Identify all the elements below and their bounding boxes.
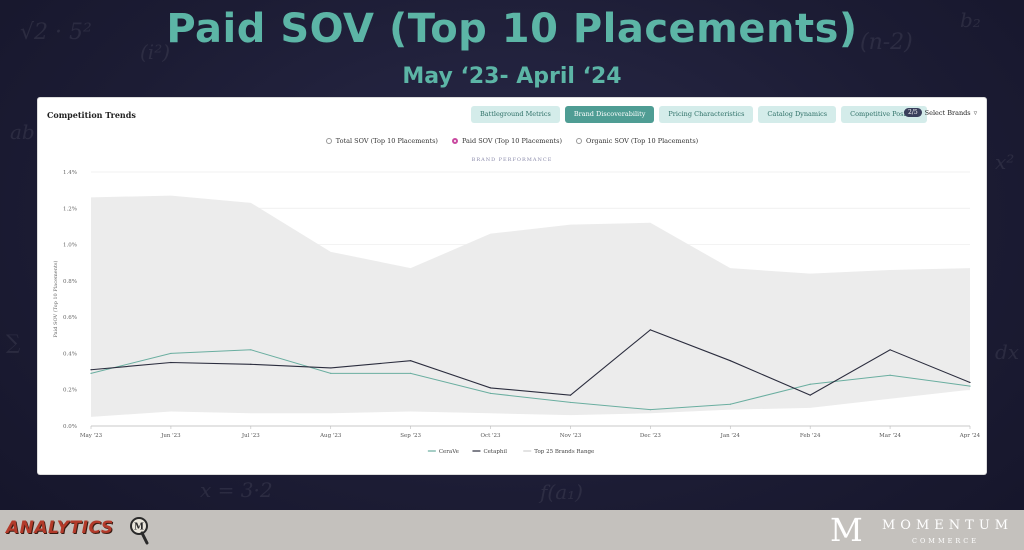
data-point-cerave xyxy=(809,383,811,385)
background-math-decoration: f(a₁) xyxy=(540,480,583,504)
data-point-cetaphil xyxy=(649,329,651,331)
x-tick-label: Feb '24 xyxy=(800,433,821,439)
y-tick-label: 1.2% xyxy=(63,206,77,212)
background-math-decoration: x² xyxy=(995,150,1015,174)
x-tick-label: Jan '24 xyxy=(720,433,741,439)
x-tick-label: Mar '24 xyxy=(879,433,901,439)
radio-total-sov[interactable]: Total SOV (Top 10 Placements) xyxy=(325,137,438,145)
data-point-cetaphil xyxy=(729,360,731,362)
data-point-cetaphil xyxy=(410,360,412,362)
data-point-cetaphil xyxy=(170,361,172,364)
background-math-decoration: (i²) xyxy=(140,40,171,64)
data-point-cetaphil xyxy=(809,394,811,396)
tab-bar: Battleground Metrics Brand Discoverabili… xyxy=(471,106,928,123)
magnifier-logo-icon: M xyxy=(130,517,149,545)
legend-label: CeraVe xyxy=(439,449,459,455)
y-tick-label: 0.8% xyxy=(63,279,77,285)
brand-count-badge: 2/5 xyxy=(904,108,922,117)
radio-button-icon xyxy=(451,138,458,144)
data-point-cerave xyxy=(569,401,572,404)
radio-label: Organic SOV (Top 10 Placements) xyxy=(585,137,699,145)
radio-label: Paid SOV (Top 10 Placements) xyxy=(461,137,562,145)
select-brands-dropdown[interactable]: 2/5 Select Brands ▿ xyxy=(904,108,977,117)
x-tick-label: Nov '23 xyxy=(560,433,582,439)
background-math-decoration: ∑ xyxy=(6,330,21,354)
momentum-logo-mark: M xyxy=(830,511,863,549)
x-tick-label: Jul '23 xyxy=(241,433,260,439)
data-point-cerave xyxy=(729,403,731,405)
tab-brand-discoverability[interactable]: Brand Discoverability xyxy=(564,106,655,123)
data-point-cerave xyxy=(489,392,492,394)
x-tick-label: Sep '23 xyxy=(400,433,421,439)
radio-button-icon xyxy=(575,138,582,144)
radio-organic-sov[interactable]: Organic SOV (Top 10 Placements) xyxy=(575,137,699,145)
range-band-area xyxy=(91,195,970,417)
data-point-cetaphil xyxy=(330,367,332,369)
radio-button-icon xyxy=(325,138,332,144)
legend-label: Top 25 Brands Range xyxy=(534,449,594,455)
y-tick-label: 1.4% xyxy=(63,170,77,176)
data-point-cetaphil xyxy=(90,369,92,371)
data-point-cetaphil xyxy=(569,394,572,396)
metric-selector: Total SOV (Top 10 Placements) Paid SOV (… xyxy=(38,137,986,145)
background-math-decoration: b₂ xyxy=(960,8,981,32)
background-math-decoration: ab xyxy=(10,120,35,144)
data-point-cerave xyxy=(969,385,971,387)
data-point-cerave xyxy=(90,372,92,374)
select-brands-label: Select Brands xyxy=(924,108,971,117)
competition-trends-panel: Competition Trends Battleground Metrics … xyxy=(38,98,986,474)
tab-battleground-metrics[interactable]: Battleground Metrics xyxy=(471,106,560,123)
commerce-wordmark: COMMERCE xyxy=(912,537,979,545)
data-point-cetaphil xyxy=(889,349,891,351)
chart-subtitle: BRAND PERFORMANCE xyxy=(471,157,553,163)
y-tick-label: 1.0% xyxy=(63,243,77,249)
y-tick-label: 0.6% xyxy=(63,315,77,321)
analytics-logo: ANALYTICS xyxy=(6,518,114,538)
data-point-cerave xyxy=(330,372,332,374)
legend-label: Cetaphil xyxy=(483,449,507,455)
footer-bar: ANALYTICS M M MOMENTUM COMMERCE xyxy=(0,510,1024,550)
data-point-cetaphil xyxy=(250,363,252,365)
panel-title: Competition Trends xyxy=(47,110,136,120)
data-point-cetaphil xyxy=(969,381,971,384)
slide-title: Paid SOV (Top 10 Placements) xyxy=(166,6,858,52)
data-point-cerave xyxy=(170,352,172,355)
x-tick-label: May '23 xyxy=(80,433,103,439)
svg-text:M: M xyxy=(134,523,144,533)
y-axis-label: Paid SOV (Top 10 Placements) xyxy=(52,260,59,337)
x-tick-label: Aug '23 xyxy=(319,433,342,439)
y-tick-label: 0.4% xyxy=(63,351,77,357)
momentum-wordmark: MOMENTUM xyxy=(882,518,1014,533)
slide-subtitle: May ‘23- April ‘24 xyxy=(402,64,622,89)
tab-catalog-dynamics[interactable]: Catalog Dynamics xyxy=(758,106,837,123)
chevron-down-icon: ▿ xyxy=(973,108,978,117)
background-math-decoration: √2 · 5² xyxy=(20,20,92,45)
x-tick-label: Jun '23 xyxy=(160,433,181,439)
series-line-cerave xyxy=(90,349,971,411)
data-point-cerave xyxy=(410,372,412,374)
y-tick-label: 0.2% xyxy=(63,388,77,394)
data-point-cerave xyxy=(649,409,651,411)
data-point-cerave xyxy=(889,374,891,376)
series-line-cetaphil xyxy=(90,329,971,396)
data-point-cerave xyxy=(250,349,252,351)
data-point-cetaphil xyxy=(489,387,492,389)
background-math-decoration: x = 3·2 xyxy=(200,478,273,502)
tab-pricing-characteristics[interactable]: Pricing Characteristics xyxy=(659,106,754,123)
x-tick-label: Oct '23 xyxy=(481,433,502,439)
background-math-decoration: dx xyxy=(995,340,1020,364)
background-math-decoration: (n-2) xyxy=(860,30,913,55)
brand-performance-chart: 0.0% 0.2% 0.4% 0.6% 0.8% 1.0% 1.2% 1.4% Paid SOV… xyxy=(52,170,981,455)
radio-paid-sov[interactable]: Paid SOV (Top 10 Placements) xyxy=(451,137,562,145)
radio-label: Total SOV (Top 10 Placements) xyxy=(335,137,438,145)
x-tick-label: Dec '23 xyxy=(640,433,662,439)
x-tick-label: Apr '24 xyxy=(959,433,981,439)
y-tick-label: 0.0% xyxy=(63,424,77,430)
